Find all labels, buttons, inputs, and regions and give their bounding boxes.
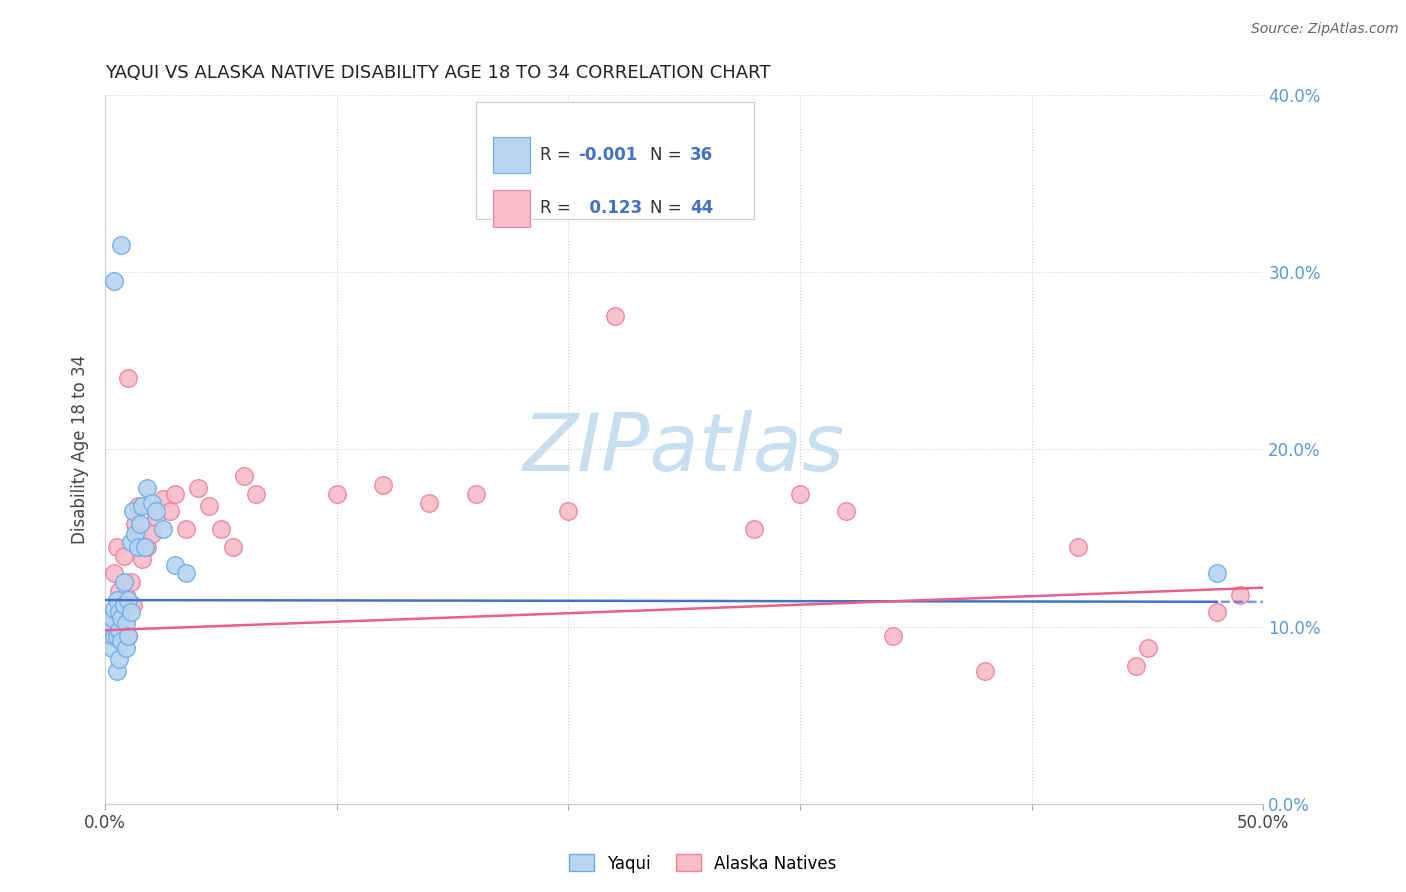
Text: Source: ZipAtlas.com: Source: ZipAtlas.com	[1251, 22, 1399, 37]
Text: R =: R =	[540, 146, 575, 164]
Point	[187, 481, 209, 495]
Point	[120, 575, 142, 590]
Point	[145, 509, 167, 524]
Text: 36: 36	[690, 146, 713, 164]
Point	[135, 481, 157, 495]
Point	[105, 664, 128, 678]
Point	[835, 504, 858, 518]
Text: -0.001: -0.001	[578, 146, 637, 164]
Point	[117, 628, 139, 642]
Point	[145, 504, 167, 518]
Point	[131, 552, 153, 566]
Point	[103, 602, 125, 616]
Legend: Yaqui, Alaska Natives: Yaqui, Alaska Natives	[562, 847, 844, 880]
Point	[112, 599, 135, 613]
Point	[105, 628, 128, 642]
Text: ZIPatlas: ZIPatlas	[523, 410, 845, 488]
Text: N =: N =	[650, 199, 686, 218]
Point	[174, 566, 197, 581]
Point	[163, 486, 186, 500]
Point	[152, 491, 174, 506]
Text: 0.123: 0.123	[578, 199, 643, 218]
Point	[974, 664, 997, 678]
FancyBboxPatch shape	[494, 190, 530, 227]
Point	[117, 371, 139, 385]
Point	[1125, 658, 1147, 673]
Point	[110, 238, 132, 252]
Point	[1067, 540, 1090, 554]
Point	[603, 310, 626, 324]
Point	[464, 486, 486, 500]
Point	[1206, 606, 1229, 620]
Point	[115, 640, 138, 655]
Point	[120, 534, 142, 549]
FancyBboxPatch shape	[475, 102, 754, 219]
Point	[418, 495, 440, 509]
Point	[105, 540, 128, 554]
Text: YAQUI VS ALASKA NATIVE DISABILITY AGE 18 TO 34 CORRELATION CHART: YAQUI VS ALASKA NATIVE DISABILITY AGE 18…	[105, 64, 770, 82]
Point	[152, 522, 174, 536]
Point	[108, 624, 131, 638]
Point	[134, 540, 156, 554]
Point	[122, 504, 145, 518]
Point	[110, 611, 132, 625]
Point	[141, 527, 163, 541]
Point	[131, 499, 153, 513]
Point	[245, 486, 267, 500]
Point	[233, 469, 256, 483]
Point	[101, 611, 124, 625]
Point	[112, 575, 135, 590]
Point	[108, 606, 131, 620]
Point	[1229, 588, 1251, 602]
Point	[120, 606, 142, 620]
Point	[557, 504, 579, 518]
Point	[742, 522, 765, 536]
Text: N =: N =	[650, 146, 686, 164]
Point	[115, 616, 138, 631]
Point	[115, 588, 138, 602]
Point	[101, 640, 124, 655]
Point	[103, 566, 125, 581]
Point	[101, 620, 124, 634]
Point	[112, 549, 135, 563]
Point	[110, 633, 132, 648]
Point	[103, 628, 125, 642]
Point	[127, 540, 149, 554]
Point	[198, 499, 221, 513]
Y-axis label: Disability Age 18 to 34: Disability Age 18 to 34	[72, 355, 89, 544]
Point	[122, 599, 145, 613]
Point	[174, 522, 197, 536]
Point	[117, 628, 139, 642]
Point	[141, 495, 163, 509]
Point	[1136, 640, 1159, 655]
Point	[129, 516, 152, 531]
Point	[1206, 566, 1229, 581]
Point	[108, 651, 131, 665]
Point	[221, 540, 243, 554]
Point	[103, 274, 125, 288]
Point	[124, 527, 146, 541]
Point	[129, 534, 152, 549]
Text: R =: R =	[540, 199, 575, 218]
Point	[127, 499, 149, 513]
Point	[98, 620, 121, 634]
Point	[135, 540, 157, 554]
Point	[163, 558, 186, 572]
Point	[124, 516, 146, 531]
Point	[110, 602, 132, 616]
Point	[882, 628, 904, 642]
Point	[105, 593, 128, 607]
Point	[209, 522, 232, 536]
Text: 44: 44	[690, 199, 713, 218]
Point	[326, 486, 349, 500]
Point	[108, 584, 131, 599]
Point	[789, 486, 811, 500]
Point	[159, 504, 181, 518]
Point	[373, 478, 395, 492]
FancyBboxPatch shape	[494, 136, 530, 173]
Point	[117, 593, 139, 607]
